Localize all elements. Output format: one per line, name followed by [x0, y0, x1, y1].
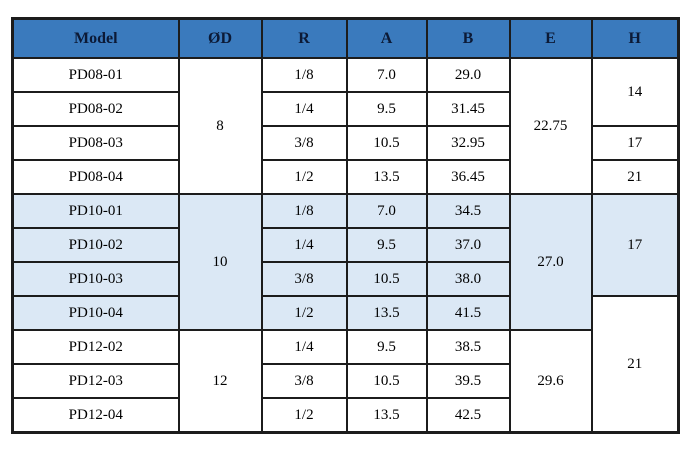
- table-row: PD10-04 1/2 13.5 41.5 21: [11, 295, 680, 434]
- table-row: PD08-01 8 1/8 7.0 29.0 22.75 14: [11, 57, 680, 195]
- r-cell: 1/4: [260, 91, 348, 127]
- r-cell: 3/8: [260, 125, 348, 161]
- table-row: PD12-03 3/8 10.5 39.5: [11, 363, 679, 399]
- b-cell: 38.0: [425, 261, 511, 297]
- header-row: Model ØD R A B E H: [11, 17, 680, 59]
- b-cell: 41.5: [425, 295, 511, 331]
- column-header-r: R: [260, 17, 348, 59]
- model-cell: PD10-01: [11, 193, 180, 229]
- r-cell: 1/4: [260, 227, 348, 263]
- r-cell: 1/2: [260, 295, 348, 331]
- r-cell: 3/8: [260, 363, 348, 399]
- model-cell: PD12-03: [11, 363, 180, 399]
- column-header-b: B: [425, 17, 511, 59]
- r-cell: 1/8: [260, 57, 348, 93]
- b-cell: 31.45: [425, 91, 511, 127]
- r-cell: 1/8: [260, 193, 348, 229]
- table-row: PD08-04 1/2 13.5 36.45 21: [11, 159, 680, 195]
- b-cell: 39.5: [425, 363, 511, 399]
- od-cell: 8: [177, 57, 263, 195]
- column-header-model: Model: [11, 17, 180, 59]
- h-cell: 14: [590, 57, 680, 127]
- a-cell: 10.5: [345, 261, 428, 297]
- table-row: PD12-02 12 1/4 9.5 38.5 29.6: [11, 329, 679, 434]
- model-cell: PD08-01: [11, 57, 180, 93]
- model-cell: PD08-03: [11, 125, 180, 161]
- table-row: PD08-02 1/4 9.5 31.45: [11, 91, 679, 127]
- b-cell: 37.0: [425, 227, 511, 263]
- table-row: PD08-03 3/8 10.5 32.95 17: [11, 125, 680, 161]
- a-cell: 13.5: [345, 397, 428, 434]
- table-row: PD12-04 1/2 13.5 42.5: [11, 397, 679, 434]
- b-cell: 36.45: [425, 159, 511, 195]
- b-cell: 32.95: [425, 125, 511, 161]
- r-cell: 1/4: [260, 329, 348, 365]
- a-cell: 9.5: [345, 329, 428, 365]
- a-cell: 13.5: [345, 295, 428, 331]
- column-header-e: E: [508, 17, 593, 59]
- b-cell: 42.5: [425, 397, 511, 434]
- column-header-a: A: [345, 17, 428, 59]
- page: Model ØD R A B E H PD08-01 8 1/8 7.0 29.…: [11, 17, 680, 434]
- model-cell: PD12-04: [11, 397, 180, 434]
- column-header-h: H: [590, 17, 680, 59]
- table-row: PD10-01 10 1/8 7.0 34.5 27.0 17: [11, 193, 680, 331]
- a-cell: 10.5: [345, 125, 428, 161]
- e-cell: 27.0: [508, 193, 593, 331]
- a-cell: 10.5: [345, 363, 428, 399]
- a-cell: 9.5: [345, 91, 428, 127]
- od-cell: 10: [177, 193, 263, 331]
- model-cell: PD08-02: [11, 91, 180, 127]
- a-cell: 9.5: [345, 227, 428, 263]
- table-row: PD10-02 1/4 9.5 37.0: [11, 227, 679, 263]
- r-cell: 3/8: [260, 261, 348, 297]
- a-cell: 13.5: [345, 159, 428, 195]
- a-cell: 7.0: [345, 193, 428, 229]
- h-cell: 21: [590, 295, 680, 434]
- h-cell: 21: [590, 159, 680, 195]
- dimensions-table: Model ØD R A B E H PD08-01 8 1/8 7.0 29.…: [11, 17, 680, 434]
- model-cell: PD10-04: [11, 295, 180, 331]
- b-cell: 38.5: [425, 329, 511, 365]
- h-cell: 17: [590, 125, 680, 161]
- e-cell: 29.6: [508, 329, 593, 434]
- column-header-od: ØD: [177, 17, 263, 59]
- model-cell: PD08-04: [11, 159, 180, 195]
- r-cell: 1/2: [260, 159, 348, 195]
- table-row: PD10-03 3/8 10.5 38.0: [11, 261, 679, 297]
- b-cell: 29.0: [425, 57, 511, 93]
- r-cell: 1/2: [260, 397, 348, 434]
- e-cell: 22.75: [508, 57, 593, 195]
- model-cell: PD10-02: [11, 227, 180, 263]
- h-cell: 17: [590, 193, 680, 297]
- model-cell: PD12-02: [11, 329, 180, 365]
- b-cell: 34.5: [425, 193, 511, 229]
- od-cell: 12: [177, 329, 263, 434]
- a-cell: 7.0: [345, 57, 428, 93]
- model-cell: PD10-03: [11, 261, 180, 297]
